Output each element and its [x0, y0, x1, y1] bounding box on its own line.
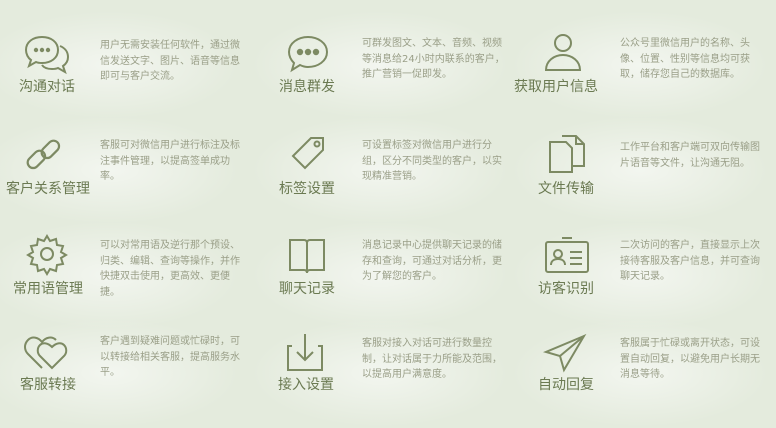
feature-title: 访客识别	[538, 281, 594, 297]
feature-card-phrases: 常用语管理 可以对常用语及逆行那个预设、归类、编辑、查询等操作，并作快捷双击使用…	[0, 222, 258, 326]
feature-description: 可以对常用语及逆行那个预设、归类、编辑、查询等操作，并作快捷双击使用，更高效、更…	[100, 240, 240, 298]
feature-card-crm: 客户关系管理 客服可对微信用户进行标注及标注事件管理，以提高签单成功率。	[0, 122, 258, 226]
id-card-icon	[542, 234, 592, 278]
hearts-icon	[22, 330, 72, 374]
paper-plane-icon	[540, 332, 590, 376]
feature-card-file-transfer: 文件传输 工作平台和客户端可双向传输图片语音等文件，让沟通无阻。	[516, 122, 774, 226]
feature-title: 自动回复	[538, 377, 594, 393]
feature-title: 文件传输	[538, 181, 594, 197]
feature-card-broadcast: 消息群发 可群发图文、文本、音频、视频等消息给24小时内联系的客户，推广营销一促…	[258, 18, 516, 122]
feature-card-access-settings: 接入设置 客服对接入对话可进行数量控制，让对话属于力所能及范围，以提高用户满意度…	[258, 320, 516, 424]
file-transfer-icon	[542, 132, 592, 176]
feature-card-chat-history: 聊天记录 消息记录中心提供聊天记录的储存和查询，可通过对话分析，更为了解您的客户…	[258, 222, 516, 326]
feature-card-transfer: 客服转接 客户遇到疑难问题或忙碌时，可以转接给相关客服，提高服务水平。	[0, 320, 258, 424]
link-chain-icon	[18, 134, 68, 178]
message-broadcast-icon	[283, 32, 333, 76]
feature-description: 可设置标签对微信用户进行分组，区分不同类型的客户，以实现精准营销。	[362, 140, 502, 182]
feature-card-visitor-id: 访客识别 二次访问的客户，直接显示上次接待客服及客户信息，并可查询聊天记录。	[516, 222, 774, 326]
feature-description: 客服属于忙碌或离开状态，可设置自动回复，以避免用户长期无消息等待。	[620, 338, 760, 380]
feature-description: 消息记录中心提供聊天记录的储存和查询，可通过对话分析，更为了解您的客户。	[362, 240, 502, 282]
tag-icon	[283, 134, 333, 178]
feature-description: 客服对接入对话可进行数量控制，让对话属于力所能及范围，以提高用户满意度。	[362, 338, 502, 380]
feature-description: 客服可对微信用户进行标注及标注事件管理，以提高签单成功率。	[100, 140, 240, 182]
chat-bubbles-icon	[22, 32, 72, 76]
feature-card-chat: 沟通对话 用户无需安装任何软件，通过微信发送文字、图片、语音等信息即可与客户交流…	[0, 18, 258, 122]
gear-icon	[22, 232, 72, 276]
feature-card-auto-reply: 自动回复 客服属于忙碌或离开状态，可设置自动回复，以避免用户长期无消息等待。	[516, 320, 774, 424]
feature-title: 常用语管理	[13, 281, 83, 297]
feature-description: 公众号里微信用户的名称、头像、位置、性别等信息均可获取，储存您自己的数据库。	[620, 38, 750, 80]
feature-title: 聊天记录	[279, 281, 335, 297]
feature-description: 可群发图文、文本、音频、视频等消息给24小时内联系的客户，推广营销一促即发。	[362, 38, 505, 80]
feature-title: 标签设置	[279, 181, 335, 197]
feature-title: 获取用户信息	[514, 79, 598, 95]
feature-title: 接入设置	[278, 377, 334, 393]
feature-description: 客户遇到疑难问题或忙碌时，可以转接给相关客服，提高服务水平。	[100, 336, 240, 378]
user-profile-icon	[538, 30, 588, 74]
feature-description: 用户无需安装任何软件，通过微信发送文字、图片、语音等信息即可与客户交流。	[100, 40, 240, 82]
feature-card-user-info: 获取用户信息 公众号里微信用户的名称、头像、位置、性别等信息均可获取，储存您自己…	[514, 18, 774, 122]
feature-description: 工作平台和客户端可双向传输图片语音等文件，让沟通无阻。	[620, 142, 760, 169]
download-tray-icon	[280, 330, 330, 374]
feature-card-tags: 标签设置 可设置标签对微信用户进行分组，区分不同类型的客户，以实现精准营销。	[258, 122, 516, 226]
feature-title: 客服转接	[20, 377, 76, 393]
feature-title: 客户关系管理	[6, 181, 90, 197]
feature-title: 沟通对话	[19, 79, 75, 95]
book-icon	[282, 234, 332, 278]
feature-description: 二次访问的客户，直接显示上次接待客服及客户信息，并可查询聊天记录。	[620, 240, 760, 282]
feature-title: 消息群发	[279, 79, 335, 95]
